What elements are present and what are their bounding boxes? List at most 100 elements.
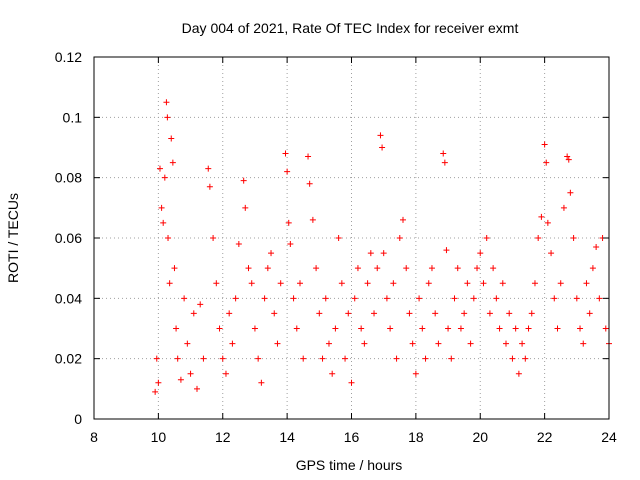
data-point xyxy=(445,325,452,332)
data-point xyxy=(163,99,170,106)
x-tick-label: 14 xyxy=(279,429,295,445)
data-point xyxy=(560,204,567,211)
data-point xyxy=(316,310,323,317)
data-point xyxy=(580,340,587,347)
data-point xyxy=(206,183,213,190)
data-point xyxy=(229,340,236,347)
x-tick-label: 10 xyxy=(151,429,167,445)
data-point xyxy=(441,159,448,166)
axis-ticks xyxy=(93,56,610,420)
data-point xyxy=(216,325,223,332)
data-point xyxy=(565,156,572,163)
data-point xyxy=(200,355,207,362)
data-point xyxy=(379,144,386,151)
data-point xyxy=(506,310,513,317)
y-axis-title: ROTI / TECUs xyxy=(5,193,21,283)
data-point xyxy=(153,355,160,362)
data-point xyxy=(213,280,220,287)
data-point xyxy=(197,301,204,308)
data-point xyxy=(583,280,590,287)
data-point xyxy=(300,355,307,362)
data-point xyxy=(477,250,484,257)
data-point xyxy=(168,135,175,142)
data-point xyxy=(586,310,593,317)
data-point xyxy=(364,280,371,287)
data-point xyxy=(174,355,181,362)
data-point xyxy=(538,213,545,220)
y-tick-labels: 0 0.02 0.04 0.06 0.08 0.1 0.12 xyxy=(55,49,82,427)
data-point xyxy=(156,165,163,172)
data-point xyxy=(342,355,349,362)
data-point xyxy=(448,355,455,362)
data-point xyxy=(383,295,390,302)
data-point xyxy=(406,310,413,317)
data-point xyxy=(155,379,162,386)
grid-lines xyxy=(94,57,609,419)
data-point xyxy=(306,180,313,187)
data-point xyxy=(274,340,281,347)
y-tick-label: 0.02 xyxy=(55,351,82,367)
data-point xyxy=(268,250,275,257)
data-point xyxy=(194,385,200,392)
data-point xyxy=(412,370,419,377)
data-point xyxy=(490,265,497,272)
data-point xyxy=(181,295,188,302)
data-point xyxy=(184,340,191,347)
data-point xyxy=(329,370,336,377)
data-point xyxy=(164,114,171,121)
data-point xyxy=(309,216,316,223)
data-point xyxy=(416,295,423,302)
data-point xyxy=(396,235,403,241)
data-point xyxy=(187,370,194,377)
data-point xyxy=(219,355,226,362)
data-point xyxy=(512,325,519,332)
data-point xyxy=(503,340,509,347)
data-point xyxy=(367,250,374,257)
data-point xyxy=(525,325,532,332)
data-point xyxy=(152,388,159,395)
data-point xyxy=(351,295,358,302)
data-point xyxy=(457,325,464,332)
data-point xyxy=(515,370,522,377)
data-point xyxy=(210,235,217,241)
data-point xyxy=(454,265,461,272)
x-tick-label: 24 xyxy=(601,429,617,445)
data-point xyxy=(171,265,178,272)
data-point xyxy=(535,235,542,241)
data-point xyxy=(589,265,596,272)
data-point xyxy=(422,355,429,362)
data-point xyxy=(287,241,294,248)
data-point xyxy=(483,235,490,241)
data-point xyxy=(158,204,165,211)
data-point xyxy=(451,295,458,302)
data-point xyxy=(493,295,500,302)
data-point xyxy=(602,325,609,332)
data-point xyxy=(499,280,506,287)
data-point xyxy=(222,370,229,377)
data-point xyxy=(173,325,180,332)
y-tick-label: 0 xyxy=(74,411,82,427)
y-tick-label: 0.04 xyxy=(55,290,82,306)
data-point xyxy=(161,174,168,181)
data-point xyxy=(338,280,345,287)
data-point xyxy=(160,219,167,226)
x-tick-label: 18 xyxy=(408,429,424,445)
data-point xyxy=(305,153,312,160)
y-tick-label: 0.1 xyxy=(63,109,83,125)
data-point xyxy=(443,247,450,254)
data-point xyxy=(567,189,574,196)
data-point xyxy=(403,265,410,272)
data-point xyxy=(290,295,297,302)
data-point xyxy=(285,219,292,226)
data-point xyxy=(461,310,468,317)
data-point xyxy=(486,310,493,317)
data-point xyxy=(541,141,548,148)
x-tick-labels: 8 10 12 14 16 18 20 22 24 xyxy=(90,429,617,445)
data-point xyxy=(335,235,342,241)
data-point xyxy=(322,295,329,302)
data-points xyxy=(152,99,612,395)
data-point xyxy=(380,250,387,257)
data-point xyxy=(390,280,397,287)
data-point xyxy=(235,241,242,248)
